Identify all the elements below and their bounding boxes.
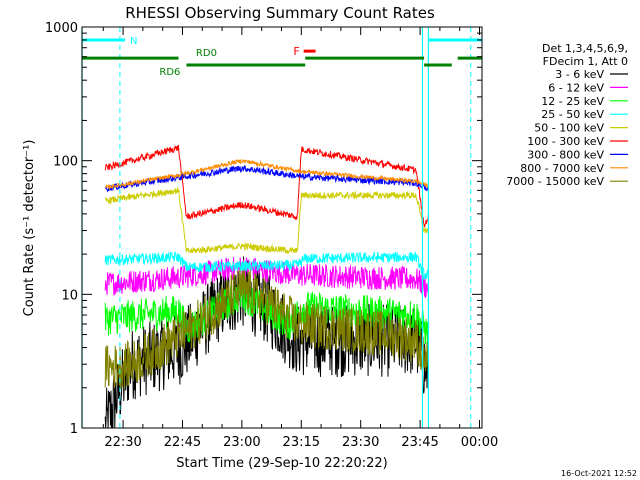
legend-label-1: 6 - 12 keV bbox=[548, 81, 604, 94]
x-tick-label-2: 23:00 bbox=[223, 435, 260, 450]
rd0-label: RD0 bbox=[196, 48, 217, 59]
y-tick-label-0: 1 bbox=[70, 422, 78, 437]
series-line-3 bbox=[104, 250, 429, 280]
n-label: N bbox=[130, 36, 137, 47]
legend-label-5: 100 - 300 keV bbox=[527, 135, 604, 148]
y-tick-label-1: 10 bbox=[61, 288, 78, 303]
x-tick-label-1: 22:45 bbox=[164, 435, 201, 450]
series-layer bbox=[104, 145, 429, 429]
x-tick-label-0: 22:30 bbox=[104, 435, 141, 450]
legend-label-8: 7000 - 15000 keV bbox=[506, 175, 604, 188]
series-line-8 bbox=[104, 269, 429, 390]
rd6-label: RD6 bbox=[159, 67, 180, 78]
series-line-6 bbox=[105, 165, 429, 193]
y-tick-label-3: 1000 bbox=[45, 21, 78, 36]
x-tick-label-5: 23:45 bbox=[401, 435, 438, 450]
legend-label-3: 25 - 50 keV bbox=[541, 108, 604, 121]
legend-label-4: 50 - 100 keV bbox=[534, 122, 604, 135]
chart-title: RHESSI Observing Summary Count Rates bbox=[125, 4, 435, 22]
plot-frame bbox=[81, 26, 483, 429]
legend-label-2: 12 - 25 keV bbox=[541, 95, 604, 108]
series-line-7 bbox=[105, 159, 429, 191]
x-tick-label-3: 23:15 bbox=[283, 435, 320, 450]
annotation-layer: N F RD6 RD0 bbox=[81, 27, 482, 428]
footer-date: 16-Oct-2021 12:52 bbox=[561, 469, 637, 478]
legend-label-6: 300 - 800 keV bbox=[527, 148, 604, 161]
y-tick-label-2: 100 bbox=[53, 155, 78, 170]
legend: Det 1,3,4,5,6,9,FDecim 1, Att 03 - 6 keV… bbox=[506, 42, 628, 188]
series-line-1 bbox=[104, 257, 429, 299]
legend-header-0: Det 1,3,4,5,6,9, bbox=[542, 42, 628, 55]
series-line-2 bbox=[104, 280, 429, 348]
legend-label-7: 800 - 7000 keV bbox=[520, 162, 604, 175]
y-axis-label: Count Rate (s⁻¹ detector⁻¹) bbox=[22, 140, 37, 317]
x-axis-label: Start Time (29-Sep-10 22:20:22) bbox=[176, 456, 387, 471]
axis-layer: 22:30 22:45 23:00 23:15 23:30 23:45 00:00 1 10 10… bbox=[45, 21, 498, 450]
series-line-5 bbox=[104, 145, 429, 228]
series-line-4 bbox=[105, 187, 429, 255]
legend-label-0: 3 - 6 keV bbox=[555, 68, 604, 81]
x-tick-label-6: 00:00 bbox=[461, 435, 498, 450]
f-label: F bbox=[293, 45, 299, 58]
x-tick-label-4: 23:30 bbox=[342, 435, 379, 450]
legend-header-1: FDecim 1, Att 0 bbox=[543, 55, 628, 68]
